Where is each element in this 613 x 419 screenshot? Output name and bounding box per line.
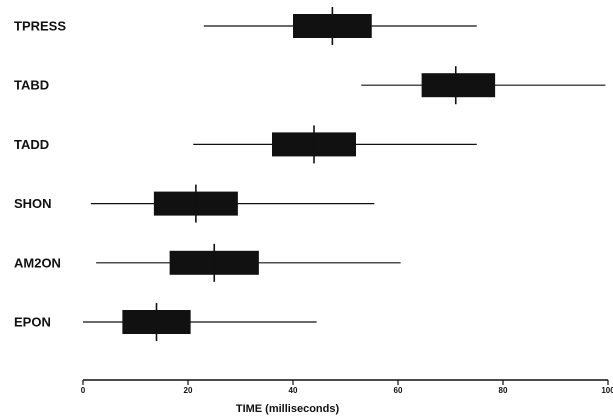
category-label-tpress: TPRESS	[14, 19, 66, 34]
category-label-epon: EPON	[14, 315, 51, 330]
box-row-am2on: AM2ON	[14, 243, 401, 282]
category-label-am2on: AM2ON	[14, 255, 61, 270]
category-label-tadd: TADD	[14, 137, 49, 152]
plot-area: TPRESS TABD TADD SHON AM2ON EPON	[14, 7, 606, 341]
x-tick-label-60: 60	[394, 386, 403, 395]
x-tick-label-20: 20	[184, 386, 193, 395]
box-tabd	[421, 73, 496, 98]
category-label-tabd: TABD	[14, 78, 49, 93]
box-row-epon: EPON	[14, 303, 317, 341]
x-tick-label-0: 0	[81, 386, 86, 395]
x-axis-ticks: 0 20 40 60 80 100	[81, 380, 613, 395]
x-axis-title: TIME (milliseconds)	[236, 403, 340, 415]
box-row-tpress: TPRESS	[14, 7, 477, 45]
box-row-shon: SHON	[14, 184, 375, 223]
x-tick-label-40: 40	[289, 386, 298, 395]
x-tick-label-80: 80	[499, 386, 508, 395]
x-tick-label-100: 100	[601, 386, 613, 395]
box-row-tabd: TABD	[14, 66, 606, 105]
category-label-shon: SHON	[14, 196, 52, 211]
box-row-tadd: TADD	[14, 125, 477, 164]
